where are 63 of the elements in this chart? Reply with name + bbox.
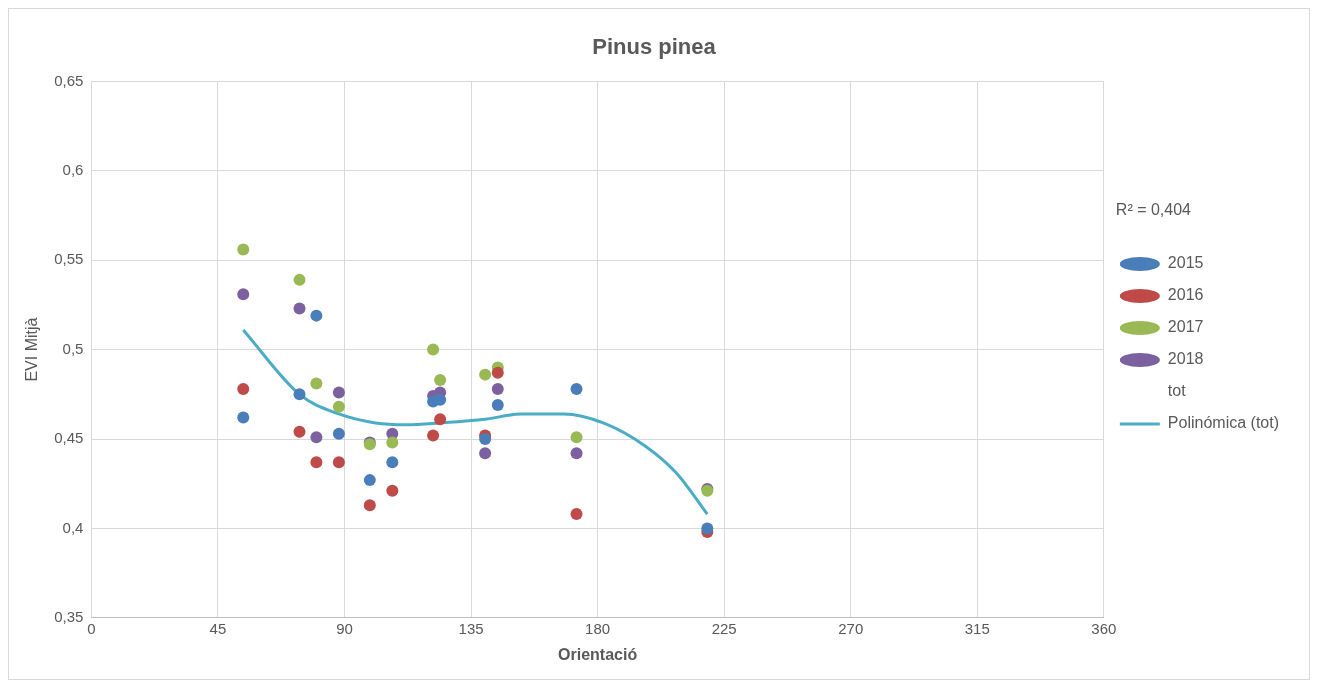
y-tick-label: 0,6 [62,160,84,178]
x-tick-label: 45 [209,619,227,637]
point [332,400,345,413]
y-tick-label: 0,55 [54,250,84,268]
legend-label: Polinómica (tot) [1167,414,1280,432]
y-tick-label: 0,4 [62,518,84,536]
point [237,382,250,395]
legend-label: 2017 [1167,318,1204,336]
y-axis-title: EVI Mitjà [23,317,41,382]
point [479,447,492,460]
point [310,377,323,390]
point [570,447,583,460]
point [293,425,306,438]
point [332,427,345,440]
y-tick-label: 0,35 [54,607,84,625]
x-tick-label: 225 [711,619,737,637]
point [570,508,583,521]
point [293,388,306,401]
point [491,382,504,395]
x-tick-label: 270 [838,619,864,637]
point [237,243,250,256]
point [310,456,323,469]
text: R² = 0,404 [1115,201,1192,219]
point [479,368,492,381]
legend-label: 2015 [1167,254,1204,272]
y-tick-label: 0,65 [54,71,84,89]
x-tick-label: 360 [1091,619,1117,637]
point [479,433,492,445]
point [363,499,376,512]
x-tick-label: 0 [87,619,96,637]
point [293,302,306,315]
point [434,393,447,406]
point [570,382,583,395]
point [310,431,323,444]
text: tot [1167,382,1187,400]
x-tick-label: 90 [336,619,353,637]
point [427,343,440,356]
point [491,366,504,379]
point [427,429,440,442]
point [310,309,323,322]
point [386,436,399,449]
point [332,386,345,399]
point [570,431,583,444]
point [237,288,250,301]
x-axis-title: Orientació [558,645,638,663]
point [293,273,306,286]
point [332,456,345,469]
point [386,456,399,469]
point [237,411,250,424]
y-tick-label: 0,5 [62,339,84,357]
x-tick-label: 135 [458,619,484,637]
point [363,474,376,487]
x-tick-label: 180 [585,619,611,637]
point [386,484,399,497]
legend-label: 2018 [1167,350,1204,368]
point [491,399,504,412]
line-series [241,328,709,516]
legend-label: 2016 [1167,286,1204,304]
chart-title: Pinus pinea [592,34,717,60]
point [434,374,447,386]
x-tick-label: 315 [964,619,990,637]
y-tick-label: 0,45 [54,429,84,447]
point [434,413,447,426]
